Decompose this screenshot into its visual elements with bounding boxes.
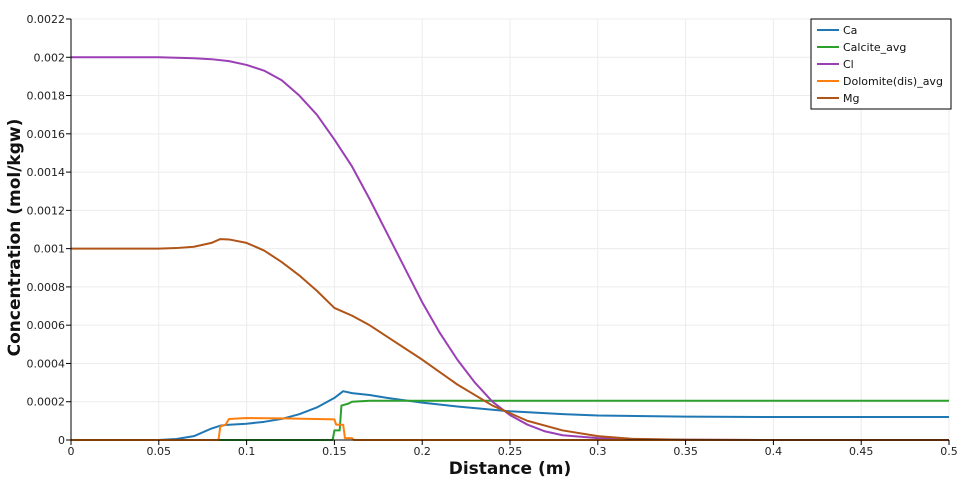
- y-tick-label: 0.0018: [27, 90, 66, 103]
- y-tick-label: 0.0008: [27, 281, 66, 294]
- x-ticks: 0 0.05 0.1 0.15 0.2 0.25 0.3 0.35 0.4 0.45 0.5: [68, 440, 958, 458]
- y-axis-title: Concentration (mol/kgw): [5, 119, 25, 357]
- series-line-ca: [71, 390, 949, 441]
- x-tick-label: 0.2: [413, 445, 431, 458]
- y-tick-label: 0.0006: [27, 319, 66, 332]
- y-tick-label: 0.0002: [27, 396, 66, 409]
- x-tick-label: 0.05: [147, 445, 172, 458]
- x-tick-label: 0.15: [322, 445, 347, 458]
- series-lines: [71, 56, 949, 441]
- x-tick-label: 0.35: [673, 445, 698, 458]
- legend-label: Calcite_avg: [843, 41, 906, 54]
- x-tick-label: 0: [68, 445, 75, 458]
- y-tick-label: 0.002: [34, 51, 66, 64]
- y-tick-label: 0.0022: [27, 13, 66, 26]
- y-tick-label: 0.0012: [27, 204, 66, 217]
- y-ticks: 0 0.0002 0.0004 0.0006 0.0008 0.001 0.0012 0.00…: [27, 13, 71, 447]
- series-line-mg: [71, 238, 949, 441]
- x-tick-label: 0.4: [765, 445, 783, 458]
- y-tick-label: 0.0016: [27, 128, 66, 141]
- legend: Ca Calcite_avg Cl Dolomite(dis)_avg Mg: [810, 18, 952, 110]
- y-tick-label: 0.001: [34, 243, 66, 256]
- x-tick-label: 0.5: [940, 445, 958, 458]
- legend-label: Mg: [843, 92, 859, 105]
- x-tick-label: 0.1: [238, 445, 256, 458]
- y-tick-label: 0.0014: [27, 166, 66, 179]
- legend-label: Dolomite(dis)_avg: [843, 75, 943, 88]
- legend-label: Ca: [843, 24, 857, 37]
- y-tick-label: 0: [58, 434, 65, 447]
- legend-label: Cl: [843, 58, 854, 71]
- series-line-calcite-avg: [71, 399, 949, 441]
- x-tick-label: 0.25: [498, 445, 523, 458]
- x-tick-label: 0.3: [589, 445, 607, 458]
- x-axis-title: Distance (m): [449, 459, 572, 479]
- y-tick-label: 0.0004: [27, 357, 66, 370]
- series-line-dolomite-dis-avg: [71, 416, 949, 441]
- x-tick-label: 0.45: [849, 445, 874, 458]
- series-line-cl: [71, 56, 949, 441]
